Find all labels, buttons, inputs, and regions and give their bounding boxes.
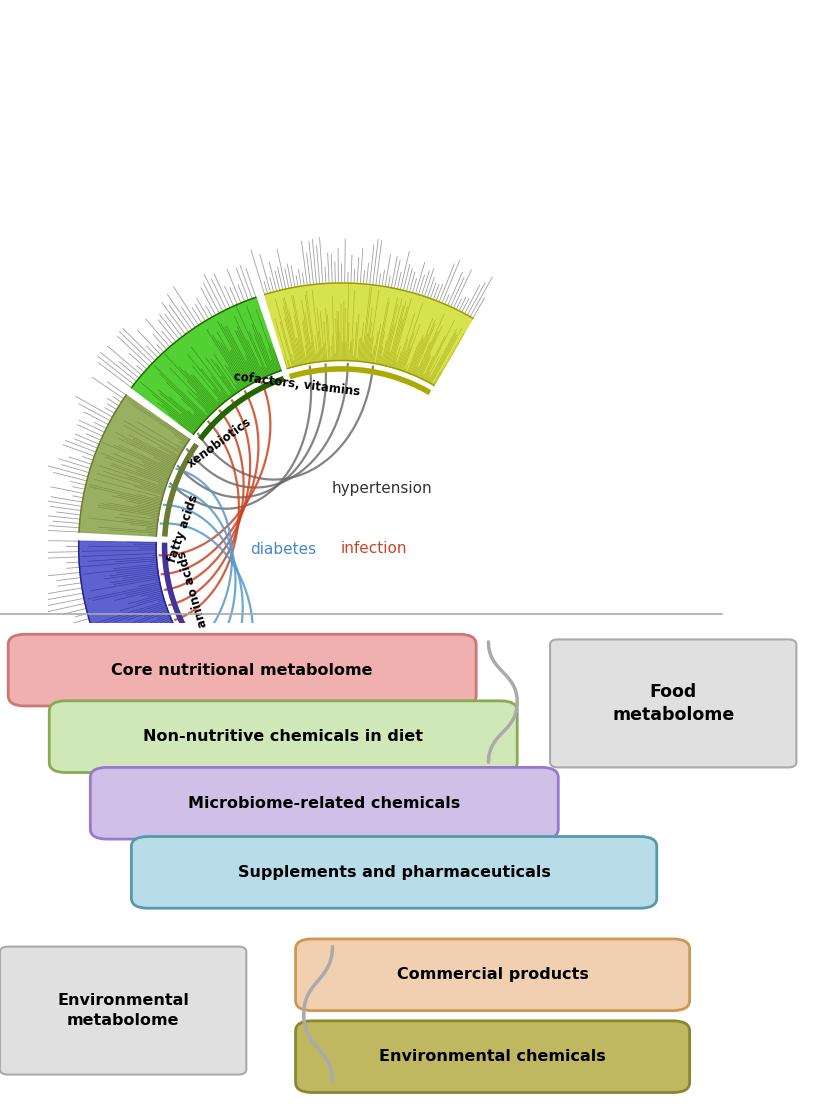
Text: hypertension: hypertension bbox=[332, 481, 432, 496]
FancyBboxPatch shape bbox=[8, 634, 476, 706]
Polygon shape bbox=[124, 649, 272, 789]
Text: Food
metabolome: Food metabolome bbox=[612, 682, 734, 725]
Polygon shape bbox=[79, 541, 184, 684]
FancyBboxPatch shape bbox=[296, 1021, 690, 1093]
Text: fatty acids: fatty acids bbox=[166, 493, 201, 564]
FancyBboxPatch shape bbox=[296, 939, 690, 1011]
Polygon shape bbox=[131, 297, 281, 434]
Text: Core nutritional metabolome: Core nutritional metabolome bbox=[112, 662, 373, 678]
Polygon shape bbox=[264, 283, 473, 385]
Text: Supplements and pharmaceuticals: Supplements and pharmaceuticals bbox=[237, 865, 551, 880]
Text: infection: infection bbox=[340, 541, 406, 555]
Text: Environmental
metabolome: Environmental metabolome bbox=[57, 993, 189, 1028]
Text: amino acids: amino acids bbox=[176, 549, 209, 628]
FancyBboxPatch shape bbox=[550, 639, 796, 768]
FancyBboxPatch shape bbox=[131, 837, 657, 908]
Text: Non-nutritive chemicals in diet: Non-nutritive chemicals in diet bbox=[143, 729, 424, 745]
FancyBboxPatch shape bbox=[90, 768, 558, 839]
Text: diabetes: diabetes bbox=[250, 542, 316, 556]
Text: carbohydrate: carbohydrate bbox=[205, 633, 282, 699]
Text: Environmental chemicals: Environmental chemicals bbox=[379, 1050, 606, 1064]
Text: cofactors, vitamins: cofactors, vitamins bbox=[233, 370, 361, 398]
Text: xenobiotics: xenobiotics bbox=[185, 415, 255, 471]
FancyBboxPatch shape bbox=[0, 946, 246, 1075]
Text: Microbiome-related chemicals: Microbiome-related chemicals bbox=[188, 796, 461, 810]
FancyBboxPatch shape bbox=[49, 701, 517, 772]
Text: Commercial products: Commercial products bbox=[397, 967, 589, 983]
Polygon shape bbox=[79, 395, 190, 536]
